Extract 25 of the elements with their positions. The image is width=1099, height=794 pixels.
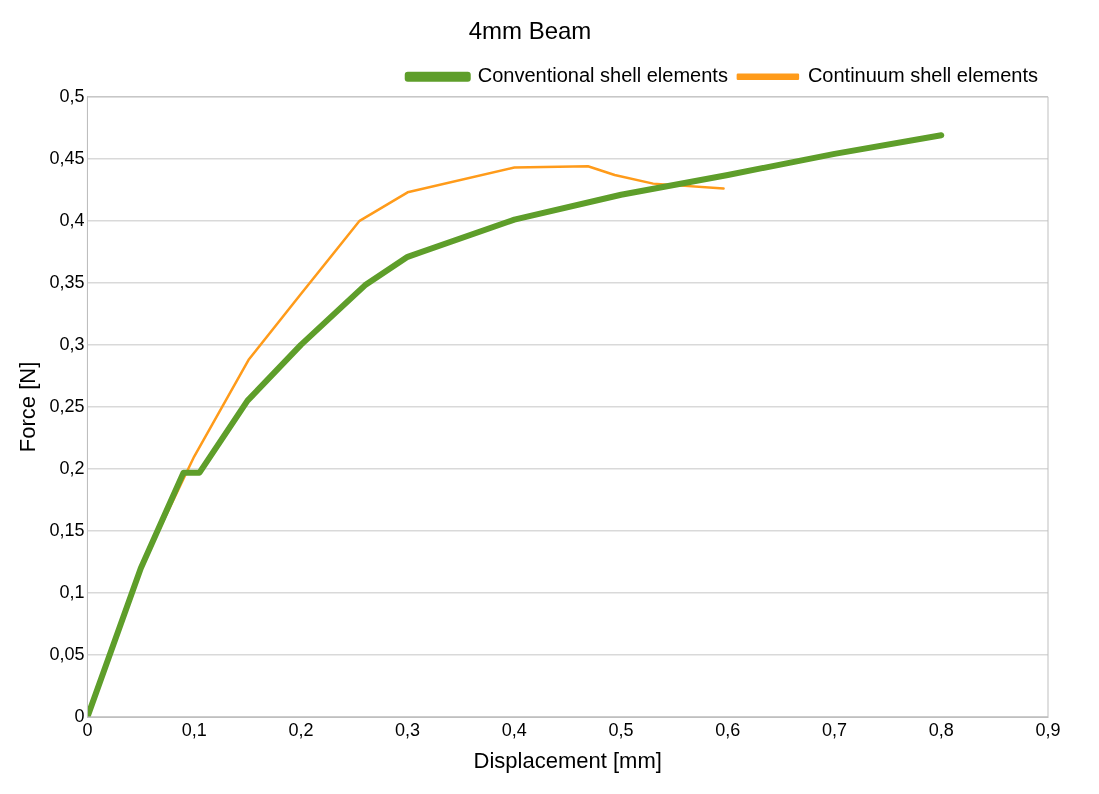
y-tick-label: 0,05 [49, 643, 85, 664]
y-axis-title: Force [N] [15, 361, 41, 453]
y-tick-label: 0,45 [49, 147, 85, 168]
x-tick-label: 0,2 [288, 719, 314, 740]
y-tick-label: 0,15 [49, 519, 85, 540]
y-tick-label: 0 [74, 705, 85, 726]
x-tick-label: 0,4 [501, 719, 527, 740]
legend-label: Continuum shell elements [807, 64, 1039, 87]
y-tick-label: 0,2 [59, 457, 85, 478]
x-tick-label: 0,6 [715, 719, 741, 740]
x-tick-label: 0,5 [608, 719, 634, 740]
y-tick-label: 0,1 [59, 581, 85, 602]
y-tick-label: 0,25 [49, 395, 85, 416]
y-tick-label: 0,4 [59, 209, 85, 230]
x-axis-title: Displacement [mm] [473, 747, 662, 773]
legend-label: Conventional shell elements [477, 64, 728, 87]
y-tick-label: 0,3 [59, 333, 85, 354]
y-tick-label: 0,5 [59, 85, 85, 106]
x-tick-label: 0,9 [1035, 719, 1061, 740]
x-tick-label: 0,3 [395, 719, 421, 740]
x-tick-label: 0,7 [822, 719, 848, 740]
y-tick-label: 0,35 [49, 271, 85, 292]
x-tick-label: 0,1 [181, 719, 207, 740]
chart-title: 4mm Beam [468, 17, 592, 45]
x-tick-label: 0,8 [928, 719, 954, 740]
